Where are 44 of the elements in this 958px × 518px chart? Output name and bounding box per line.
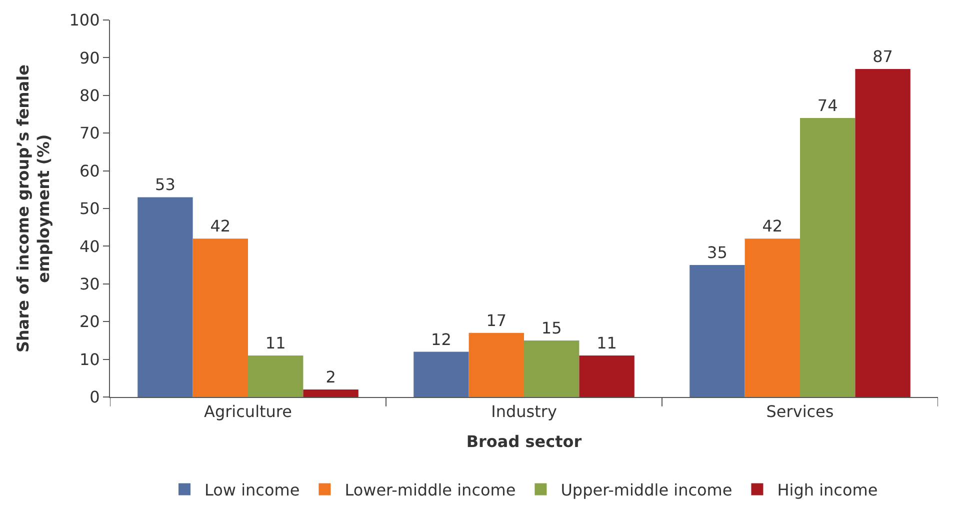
y-tick-label: 30 [79, 274, 100, 294]
legend-label: Upper-middle income [560, 480, 732, 500]
bar [579, 356, 634, 397]
x-axis-title: Broad sector [466, 432, 582, 451]
y-tick-label: 80 [79, 86, 100, 105]
y-tick-label: 0 [90, 388, 100, 407]
y-tick-label: 20 [79, 312, 100, 332]
data-label: 17 [486, 310, 507, 330]
data-label: 42 [210, 216, 231, 236]
y-tick-label: 10 [79, 350, 100, 369]
y-tick-label: 70 [79, 124, 100, 143]
y-axis-title: Share of income group’s female employment (%) [13, 64, 54, 352]
data-label: 2 [326, 367, 336, 386]
y-tick-label: 50 [79, 199, 100, 218]
x-tick-label: Industry [491, 402, 557, 422]
data-label: 12 [431, 330, 452, 349]
bar [855, 69, 910, 397]
legend-label: Low income [204, 480, 300, 500]
bar [524, 340, 580, 397]
x-tick-label: Agriculture [204, 402, 292, 422]
y-tick-label: 40 [79, 236, 100, 256]
legend-label: Lower-middle income [344, 480, 516, 500]
y-tick-label: 60 [79, 161, 100, 180]
bar [468, 332, 524, 397]
data-label: 87 [872, 47, 893, 66]
bar [414, 352, 469, 397]
bar [303, 389, 358, 397]
bar [138, 197, 193, 397]
bar [690, 265, 745, 397]
data-label: 42 [762, 216, 783, 236]
data-label: 35 [707, 243, 728, 262]
x-tick-label: Services [766, 402, 834, 422]
legend-label: High income [777, 480, 878, 500]
data-label: 15 [541, 318, 562, 338]
bar [192, 238, 248, 397]
bar [800, 118, 856, 397]
data-label: 11 [596, 334, 617, 353]
data-label: 53 [155, 175, 176, 194]
data-label: 74 [817, 96, 838, 116]
bar [744, 238, 800, 397]
y-tick-label: 100 [69, 10, 100, 30]
y-tick-label: 90 [79, 48, 100, 68]
bar [248, 356, 304, 397]
data-label: 11 [265, 334, 286, 353]
